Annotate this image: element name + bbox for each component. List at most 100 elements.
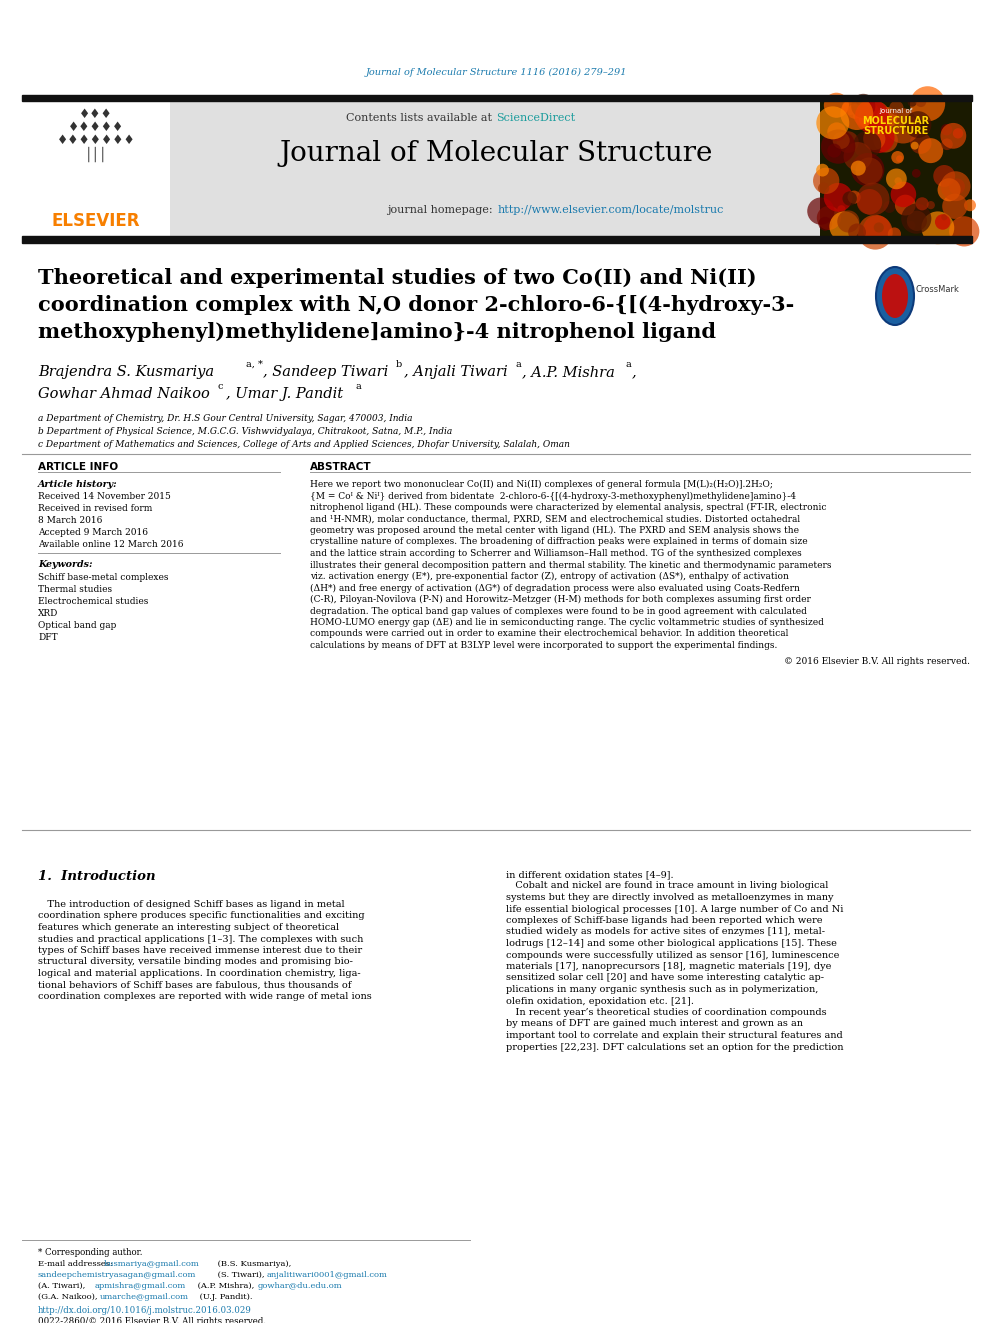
Text: Journal of: Journal of — [879, 108, 913, 114]
Circle shape — [874, 222, 884, 233]
Circle shape — [823, 93, 849, 118]
Circle shape — [922, 212, 954, 245]
Text: apmishra@gmail.com: apmishra@gmail.com — [95, 1282, 186, 1290]
Text: lodrugs [12–14] and some other biological applications [15]. These: lodrugs [12–14] and some other biologica… — [506, 939, 837, 949]
Text: olefin oxidation, epoxidation etc. [21].: olefin oxidation, epoxidation etc. [21]. — [506, 996, 694, 1005]
Text: Thermal studies: Thermal studies — [38, 585, 112, 594]
Text: (C-R), Piloyan-Novilova (P-N) and Horowitz–Metzger (H-M) methods for both comple: (C-R), Piloyan-Novilova (P-N) and Horowi… — [310, 595, 810, 605]
Circle shape — [821, 130, 855, 164]
Text: Accepted 9 March 2016: Accepted 9 March 2016 — [38, 528, 148, 537]
Text: logical and material applications. In coordination chemistry, liga-: logical and material applications. In co… — [38, 968, 361, 978]
Text: features which generate an interesting subject of theoretical: features which generate an interesting s… — [38, 923, 339, 931]
Text: Available online 12 March 2016: Available online 12 March 2016 — [38, 540, 184, 549]
Bar — [22, 95, 972, 101]
Circle shape — [912, 169, 921, 177]
Circle shape — [910, 86, 945, 122]
Text: 8 March 2016: 8 March 2016 — [38, 516, 102, 525]
Circle shape — [941, 214, 947, 221]
Circle shape — [896, 155, 903, 163]
Circle shape — [895, 177, 902, 185]
Text: coordination sphere produces specific functionalities and exciting: coordination sphere produces specific fu… — [38, 912, 365, 921]
Text: important tool to correlate and explain their structural features and: important tool to correlate and explain … — [506, 1031, 843, 1040]
Text: ,: , — [632, 365, 637, 378]
Circle shape — [853, 131, 881, 159]
Text: studies and practical applications [1–3]. The complexes with such: studies and practical applications [1–3]… — [38, 934, 363, 943]
Text: Journal of Molecular Structure 1116 (2016) 279–291: Journal of Molecular Structure 1116 (201… — [365, 67, 627, 77]
Text: 1.  Introduction: 1. Introduction — [38, 871, 156, 882]
Text: compounds were carried out in order to examine their electrochemical behavior. I: compounds were carried out in order to e… — [310, 630, 789, 639]
Circle shape — [891, 151, 904, 164]
Circle shape — [818, 217, 832, 230]
Circle shape — [953, 128, 963, 139]
Circle shape — [942, 193, 967, 218]
Circle shape — [906, 116, 917, 127]
Text: sandeepchemistryasagan@gmail.com: sandeepchemistryasagan@gmail.com — [38, 1271, 196, 1279]
Text: Here we report two mononuclear Co(II) and Ni(II) complexes of general formula [M: Here we report two mononuclear Co(II) an… — [310, 480, 773, 490]
Text: Received 14 November 2015: Received 14 November 2015 — [38, 492, 171, 501]
Text: a, *: a, * — [246, 360, 263, 369]
Circle shape — [964, 200, 976, 212]
Text: viz. activation energy (E*), pre-exponential factor (Z), entropy of activation (: viz. activation energy (E*), pre-exponen… — [310, 572, 789, 581]
Text: http://dx.doi.org/10.1016/j.molstruc.2016.03.029: http://dx.doi.org/10.1016/j.molstruc.201… — [38, 1306, 252, 1315]
Text: gowhar@du.edu.om: gowhar@du.edu.om — [258, 1282, 342, 1290]
Circle shape — [832, 132, 850, 149]
Circle shape — [909, 120, 917, 128]
Text: (U.J. Pandit).: (U.J. Pandit). — [197, 1293, 253, 1301]
Text: methoxyphenyl)methylidene]amino}-4 nitrophenol ligand: methoxyphenyl)methylidene]amino}-4 nitro… — [38, 321, 716, 343]
Circle shape — [940, 124, 952, 135]
Text: DFT: DFT — [38, 632, 58, 642]
Text: MOLECULAR: MOLECULAR — [862, 116, 930, 126]
Bar — [820, 101, 972, 235]
Text: umarche@gmail.com: umarche@gmail.com — [100, 1293, 189, 1301]
Circle shape — [891, 181, 917, 208]
Circle shape — [864, 122, 895, 153]
Text: Electrochemical studies: Electrochemical studies — [38, 597, 149, 606]
Circle shape — [911, 142, 919, 149]
Circle shape — [935, 214, 950, 230]
Circle shape — [851, 160, 866, 176]
Text: Brajendra S. Kusmariya: Brajendra S. Kusmariya — [38, 365, 214, 378]
Text: Theoretical and experimental studies of two Co(II) and Ni(II): Theoretical and experimental studies of … — [38, 269, 757, 288]
Circle shape — [827, 122, 846, 142]
Circle shape — [916, 97, 927, 107]
Circle shape — [857, 183, 890, 216]
Circle shape — [883, 201, 896, 213]
Circle shape — [847, 105, 862, 119]
Text: tional behaviors of Schiff bases are fabulous, thus thousands of: tional behaviors of Schiff bases are fab… — [38, 980, 351, 990]
Circle shape — [916, 197, 929, 210]
Text: ♦♦♦
♦♦♦♦♦
♦♦♦♦♦♦♦
│││: ♦♦♦ ♦♦♦♦♦ ♦♦♦♦♦♦♦ │││ — [57, 108, 135, 163]
Text: , Anjali Tiwari: , Anjali Tiwari — [404, 365, 508, 378]
Circle shape — [816, 206, 841, 230]
Circle shape — [857, 189, 882, 214]
Text: ELSEVIER: ELSEVIER — [52, 212, 140, 230]
Circle shape — [823, 183, 852, 212]
Text: http://www.elsevier.com/locate/molstruc: http://www.elsevier.com/locate/molstruc — [498, 205, 724, 216]
Text: Optical band gap: Optical band gap — [38, 620, 116, 630]
Circle shape — [853, 101, 880, 127]
Text: geometry was proposed around the metal center with ligand (HL). The PXRD and SEM: geometry was proposed around the metal c… — [310, 527, 799, 534]
Text: a: a — [625, 360, 631, 369]
Text: * Corresponding author.: * Corresponding author. — [38, 1248, 143, 1257]
Text: E-mail addresses:: E-mail addresses: — [38, 1259, 115, 1267]
Text: (S. Tiwari),: (S. Tiwari), — [215, 1271, 267, 1279]
Text: ScienceDirect: ScienceDirect — [496, 112, 575, 123]
Circle shape — [827, 144, 841, 157]
Circle shape — [886, 108, 921, 143]
Circle shape — [888, 228, 901, 241]
Text: c Department of Mathematics and Sciences, College of Arts and Applied Sciences, : c Department of Mathematics and Sciences… — [38, 441, 569, 448]
Circle shape — [919, 138, 943, 163]
Text: complexes of Schiff-base ligands had been reported which were: complexes of Schiff-base ligands had bee… — [506, 916, 822, 925]
Text: plications in many organic synthesis such as in polymerization,: plications in many organic synthesis suc… — [506, 986, 818, 994]
Text: properties [22,23]. DFT calculations set an option for the prediction: properties [22,23]. DFT calculations set… — [506, 1043, 843, 1052]
Circle shape — [816, 164, 829, 176]
Circle shape — [877, 107, 898, 128]
Circle shape — [858, 101, 891, 132]
Circle shape — [948, 179, 965, 194]
Text: coordination complexes are reported with wide range of metal ions: coordination complexes are reported with… — [38, 992, 372, 1002]
Circle shape — [907, 221, 916, 230]
Text: HOMO-LUMO energy gap (ΔE) and lie in semiconducting range. The cyclic voltammetr: HOMO-LUMO energy gap (ΔE) and lie in sem… — [310, 618, 824, 627]
Text: c: c — [218, 382, 223, 392]
Circle shape — [855, 99, 889, 134]
Text: and the lattice strain according to Scherrer and Williamson–Hall method. TG of t: and the lattice strain according to Sche… — [310, 549, 802, 558]
Text: nitrophenol ligand (HL). These compounds were characterized by elemental analysi: nitrophenol ligand (HL). These compounds… — [310, 503, 826, 512]
